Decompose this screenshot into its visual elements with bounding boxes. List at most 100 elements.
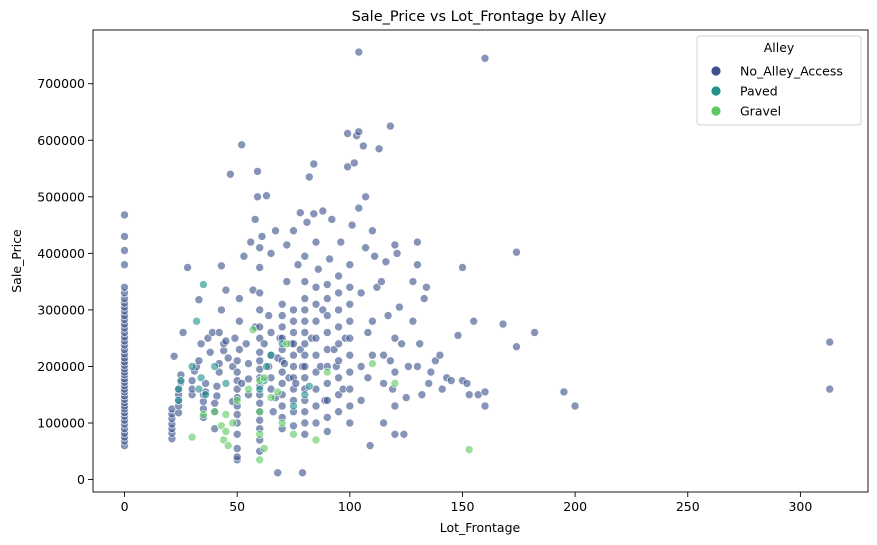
data-point [120,210,129,220]
data-point [277,311,287,320]
data-point [289,328,298,337]
data-point [223,353,233,363]
data-point [253,192,262,202]
data-point [361,192,370,202]
legend-entry-label: Paved [740,84,778,99]
data-point [372,282,382,292]
data-point [277,367,287,377]
data-point [431,356,440,366]
data-point [334,356,343,366]
data-point [498,319,508,329]
data-point [120,232,129,241]
data-point [311,401,321,411]
data-point [424,379,434,388]
data-point [199,410,208,419]
data-point [453,331,463,340]
data-point [289,305,298,315]
data-point [530,328,539,337]
data-point [244,384,253,394]
data-point [309,159,319,169]
data-point [361,243,370,252]
data-point [271,226,280,235]
data-point [237,140,246,150]
data-point [293,260,303,270]
data-point [300,390,310,400]
points-layer [120,47,835,478]
data-point [255,415,265,425]
data-point [246,237,255,247]
data-point [399,429,409,439]
data-point [194,295,204,305]
data-point [302,218,312,227]
data-point [512,342,521,352]
data-point [203,333,213,343]
data-point [235,345,244,354]
data-point [255,305,265,315]
data-point [205,347,215,357]
data-point [298,468,307,478]
data-point [354,203,364,213]
data-point [239,251,249,261]
data-point [334,271,343,281]
data-point [255,384,265,394]
data-point [300,350,310,360]
data-point [255,288,265,298]
legend-title: Alley [764,40,795,55]
data-point [300,305,310,315]
data-point [232,429,242,439]
data-point [255,398,265,408]
data-point [404,362,413,371]
data-point [259,373,269,383]
data-point [248,325,258,335]
legend-box [696,35,862,126]
data-point [356,288,366,298]
x-tick-label: 200 [563,499,587,514]
data-point [194,384,204,394]
plot-frame [92,29,869,493]
data-point [295,208,305,217]
data-point [178,328,188,337]
data-point [345,316,355,326]
data-point [120,282,129,292]
data-point [345,299,355,309]
data-point [221,285,231,295]
data-point [266,393,276,402]
y-axis-ticks: 0 100000 200000 300000 400000 500000 600000 700… [37,76,93,487]
data-point [201,390,210,400]
data-point [379,418,388,428]
data-point [379,350,388,360]
data-point [395,302,404,312]
data-point [365,441,375,450]
x-tick-label: 50 [229,499,245,514]
data-point [255,429,265,439]
data-point [120,246,129,255]
data-point [300,294,310,303]
legend-marker [711,66,721,76]
data-point [255,333,265,343]
data-point [226,169,235,179]
data-point [232,367,242,377]
x-tick-label: 250 [676,499,700,514]
data-point [266,350,276,360]
data-point [187,376,197,385]
chart-title: Sale_Price vs Lot_Frontage by Alley [352,9,607,25]
data-point [217,261,226,271]
data-point [374,144,384,154]
data-point [232,410,242,419]
data-point [349,158,359,168]
data-point [196,373,206,383]
data-point [397,339,406,349]
y-tick-label: 700000 [37,76,85,91]
data-point [277,322,287,332]
data-point [232,452,242,462]
data-point [343,129,352,138]
data-point [255,243,265,252]
data-point [221,336,231,346]
data-point [300,362,310,371]
data-point [210,362,219,371]
data-point [201,379,210,388]
y-tick-label: 0 [77,472,85,487]
data-point [426,367,436,377]
data-point [277,379,287,388]
data-point [381,257,391,267]
